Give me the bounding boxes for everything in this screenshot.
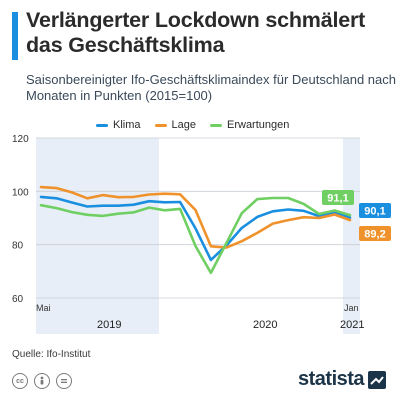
chart-title: Verlängerter Lockdown schmälert das Gesc… (26, 8, 366, 57)
source-note: Quelle: Ifo-Institut (12, 349, 91, 360)
legend-label-klima: Klima (113, 119, 141, 131)
cc-icon[interactable]: cc (12, 373, 28, 389)
end-label-box-klima (359, 203, 391, 218)
series-line-klima (39, 195, 352, 262)
end-label-box-erwartungen (322, 190, 354, 205)
end-label-erwartungen: 91,1 (327, 193, 348, 205)
nd-icon[interactable] (56, 373, 72, 389)
legend-label-erwartungen: Erwartungen (227, 119, 290, 131)
legend-item-erwartungen: Erwartungen (210, 119, 289, 131)
legend-swatch-lage (154, 123, 167, 127)
y-tick-label: 120 (12, 134, 29, 145)
statista-mark-icon (368, 370, 387, 389)
year-label: 2020 (253, 319, 277, 331)
y-tick-label: 100 (12, 187, 29, 198)
y-tick-label: 60 (12, 294, 24, 305)
y-tick-label: 80 (12, 241, 24, 252)
chart-subtitle: Saisonbereinigter Ifo-Geschäftsklimainde… (26, 72, 396, 103)
year-shade-2021 (343, 138, 360, 334)
end-label-lage: 89,2 (364, 229, 385, 241)
legend-item-klima: Klima (96, 119, 141, 131)
series-line-lage (39, 185, 352, 249)
statista-logo[interactable]: statista (298, 368, 387, 391)
legend-item-lage: Lage (154, 119, 196, 131)
title-accent-bar (12, 12, 18, 60)
year-shade-2019 (36, 138, 159, 334)
year-label: 2021 (340, 319, 364, 331)
x-tick-label: Jan (344, 303, 359, 313)
legend-label-lage: Lage (171, 119, 196, 131)
legend-swatch-erwartungen (210, 123, 222, 127)
by-icon[interactable] (34, 373, 50, 389)
license-icons: cc (12, 373, 78, 389)
end-label-klima: 90,1 (364, 206, 385, 218)
brand-name: statista (298, 368, 365, 390)
series-line-erwartungen (39, 196, 352, 275)
legend-swatch-klima (96, 123, 108, 127)
year-label: 2019 (97, 319, 121, 331)
x-tick-label: Mai (36, 303, 51, 313)
end-label-box-lage (359, 226, 391, 241)
chart-legend: Klima Lage Erwartungen (96, 118, 303, 132)
